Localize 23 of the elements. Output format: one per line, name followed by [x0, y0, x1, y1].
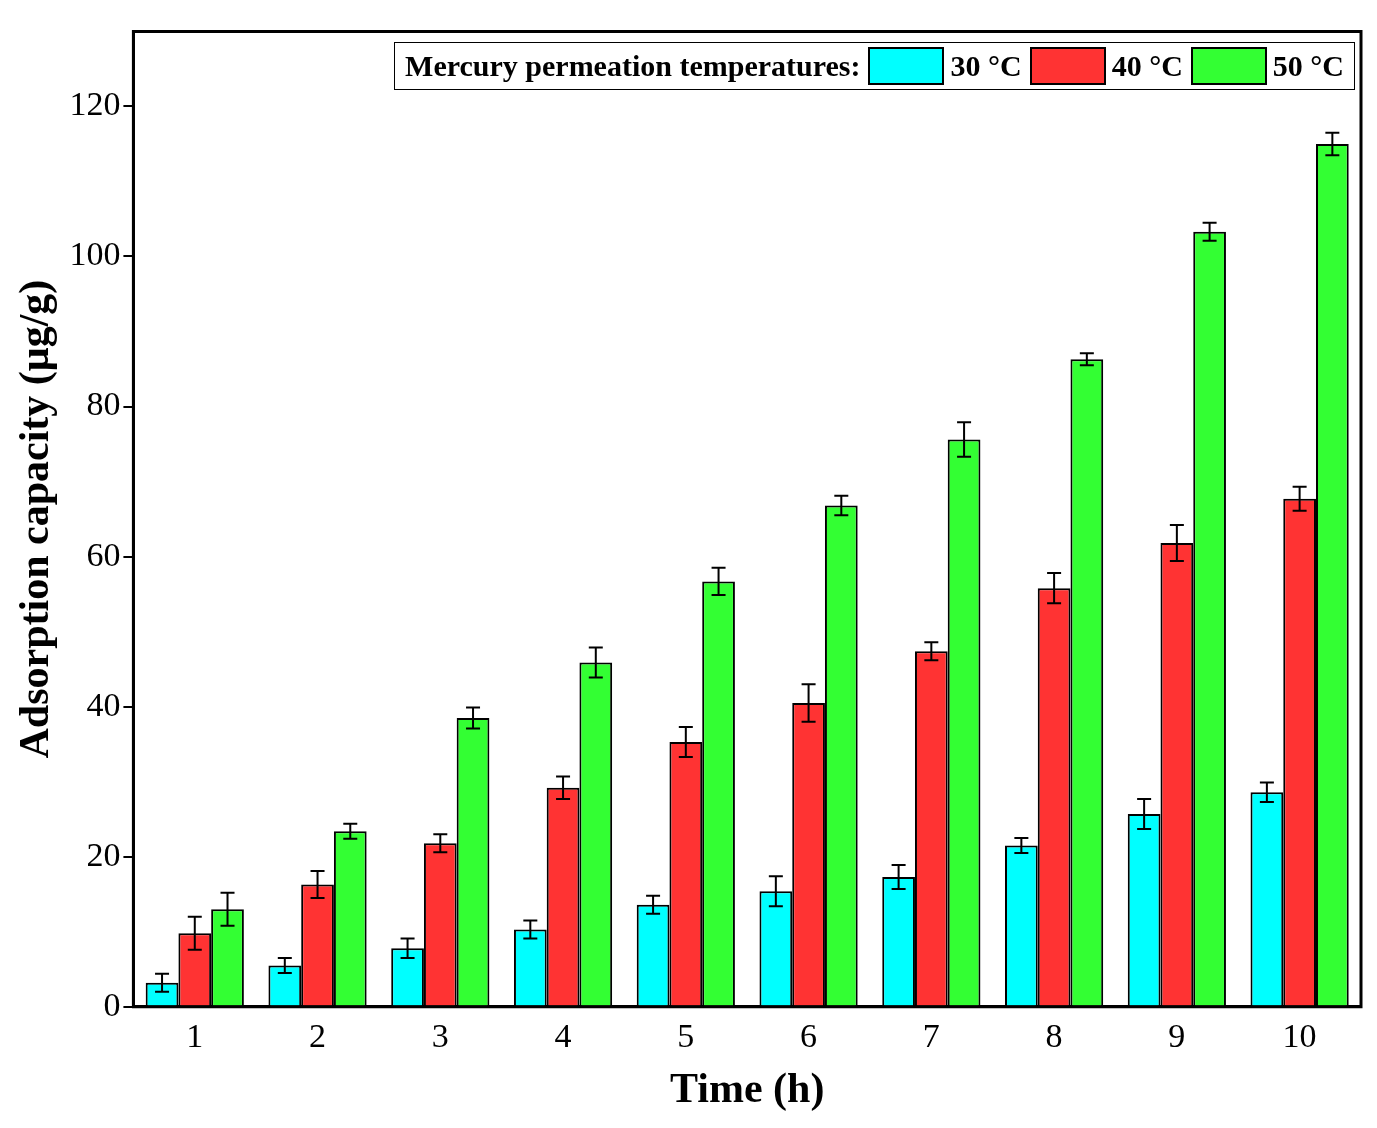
y-tick-label: 100 — [69, 235, 121, 273]
x-tick-label: 3 — [431, 1017, 449, 1055]
x-tick-label: 10 — [1282, 1017, 1317, 1055]
y-axis-title: Adsorption capacity (μg/g) — [11, 279, 59, 759]
x-tick-label: 8 — [1045, 1017, 1063, 1055]
x-tick-label: 9 — [1168, 1017, 1186, 1055]
y-tick-label: 120 — [69, 85, 121, 123]
y-tick-label: 0 — [103, 985, 121, 1023]
legend-label: 30 °C — [950, 49, 1022, 83]
y-tick-label: 60 — [86, 535, 121, 573]
legend-label: 50 °C — [1272, 49, 1344, 83]
y-tick-label: 20 — [86, 835, 121, 873]
x-tick-label: 6 — [800, 1017, 818, 1055]
x-tick-label: 4 — [554, 1017, 572, 1055]
x-tick-label: 2 — [309, 1017, 327, 1055]
y-tick-label: 80 — [86, 385, 121, 423]
x-tick-label: 1 — [186, 1017, 204, 1055]
legend-label: 40 °C — [1111, 49, 1183, 83]
y-tick-label: 40 — [86, 685, 121, 723]
x-tick-label: 7 — [922, 1017, 940, 1055]
x-tick-label: 5 — [677, 1017, 695, 1055]
x-axis-title: Time (h) — [670, 1064, 825, 1112]
legend-title: Mercury permeation temperatures: — [405, 49, 861, 83]
